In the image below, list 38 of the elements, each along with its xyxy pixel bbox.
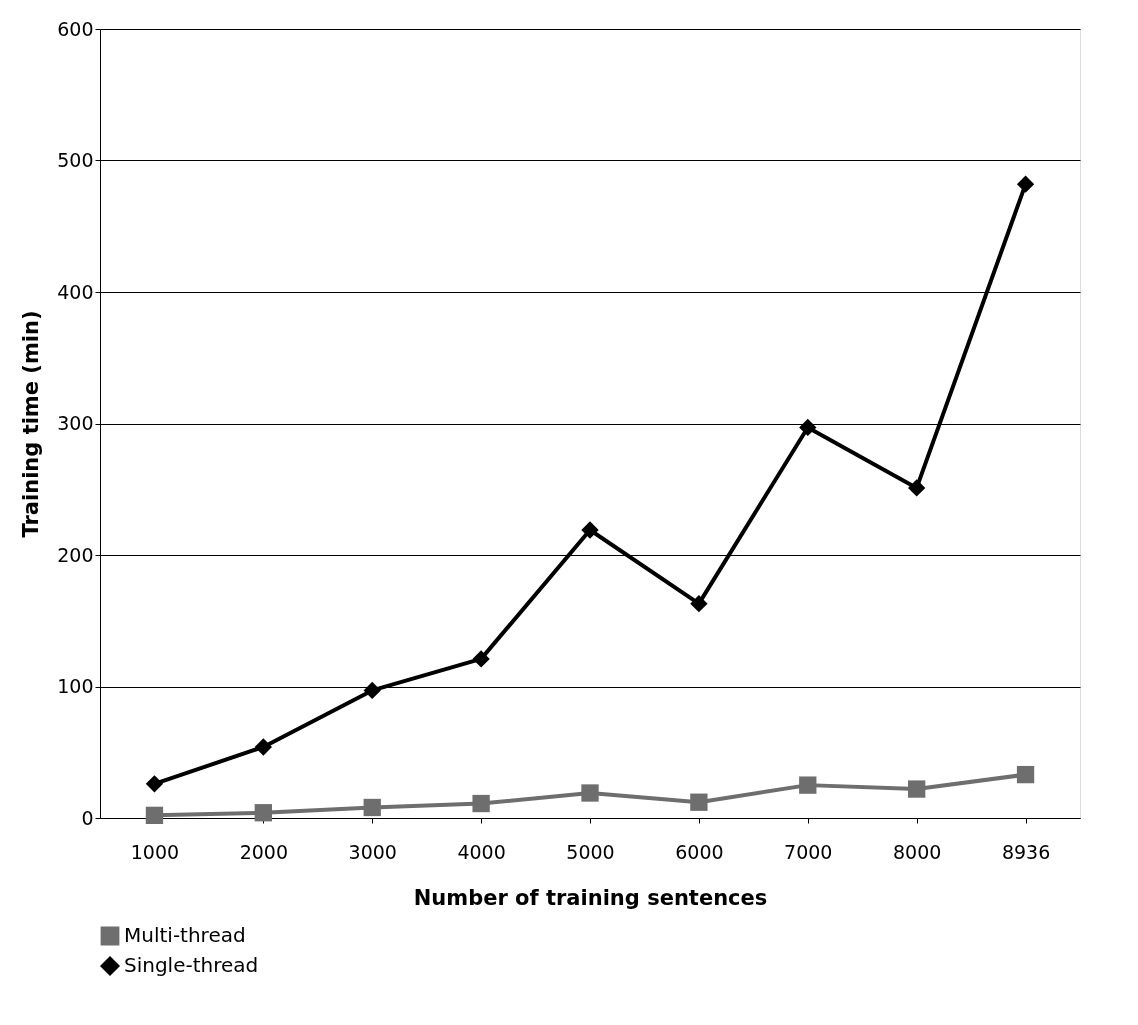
point xyxy=(254,804,272,822)
x-tick-label: 2000 xyxy=(239,840,289,863)
point xyxy=(254,738,272,756)
y-tick-label: 600 xyxy=(57,17,94,40)
legend-label: Multi-thread xyxy=(124,923,246,947)
x-tick-label: 7000 xyxy=(784,840,833,863)
point xyxy=(690,595,708,613)
point xyxy=(690,793,708,811)
y-tick-label: 500 xyxy=(57,149,94,171)
y-axis-title: Training time (min) xyxy=(19,310,44,538)
x-tick-label: 3000 xyxy=(348,840,397,863)
legend-label: Single-thread xyxy=(124,953,259,977)
x-tick-label: 8936 xyxy=(1001,840,1051,863)
point xyxy=(1016,175,1035,193)
x-tick-label: 8000 xyxy=(892,840,942,863)
x-axis-title: Number of training sentences xyxy=(413,885,768,910)
point xyxy=(581,521,599,539)
point xyxy=(581,784,599,802)
y-tick-label: 400 xyxy=(57,280,94,303)
point xyxy=(1016,765,1035,784)
y-tick-label: 300 xyxy=(57,412,94,434)
y-tick-label: 0 xyxy=(81,806,94,829)
point xyxy=(908,479,926,497)
point xyxy=(363,798,381,817)
point xyxy=(908,780,926,798)
point xyxy=(472,794,490,813)
y-tick-label: 100 xyxy=(57,675,94,697)
point xyxy=(363,681,381,700)
x-tick-label: 6000 xyxy=(675,840,724,863)
point xyxy=(799,418,817,437)
x-tick-label: 1000 xyxy=(130,840,180,863)
point xyxy=(145,775,164,793)
point xyxy=(799,776,817,794)
point xyxy=(145,806,164,825)
y-tick-label: 200 xyxy=(57,543,94,566)
x-tick-label: 5000 xyxy=(566,840,615,863)
x-tick-label: 4000 xyxy=(457,840,506,863)
point xyxy=(472,650,490,668)
